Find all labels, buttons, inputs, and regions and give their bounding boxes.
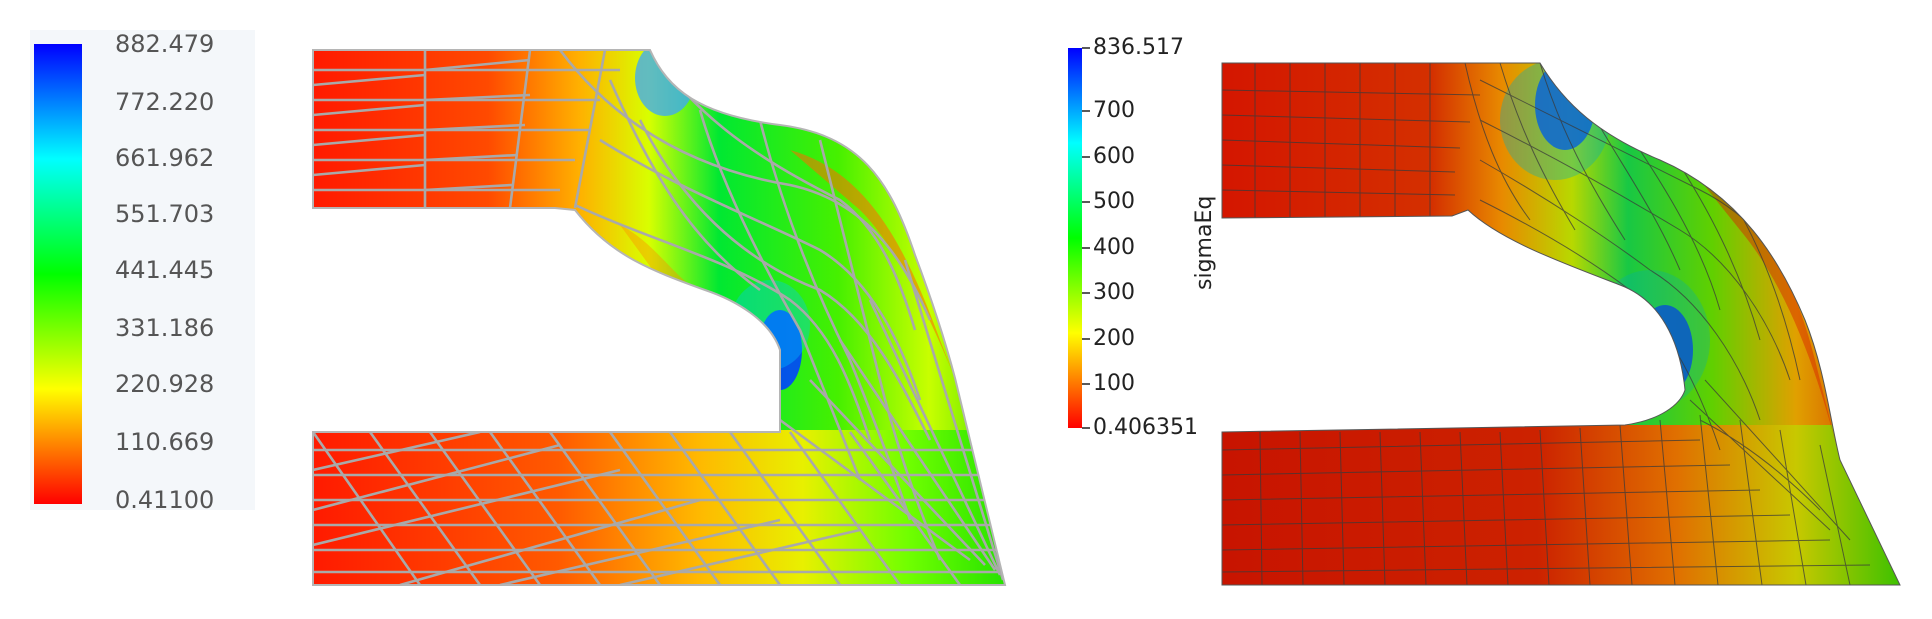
right-colorbar-tick-500: 500 xyxy=(1093,189,1135,214)
right-colorbar-min-label: 0.406351 xyxy=(1093,415,1198,440)
left-colorbar: 882.479 772.220 661.962 551.703 441.445 … xyxy=(30,30,255,514)
right-colorbar-tick-100: 100 xyxy=(1093,371,1135,396)
left-colorbar-gradient xyxy=(34,44,82,504)
right-colorbar-tick-700: 700 xyxy=(1093,98,1135,123)
left-colorbar-label-7: 220.928 xyxy=(115,370,215,398)
left-colorbar-label-3: 661.962 xyxy=(115,144,215,172)
left-colorbar-label-4: 551.703 xyxy=(115,200,215,228)
right-colorbar-tick-200: 200 xyxy=(1093,326,1135,351)
left-colorbar-label-1: 882.479 xyxy=(115,30,215,58)
left-colorbar-label-8: 110.669 xyxy=(115,428,215,456)
left-stress-mesh xyxy=(312,49,1007,586)
right-colorbar-tick-300: 300 xyxy=(1093,280,1135,305)
right-colorbar xyxy=(1068,47,1090,429)
left-colorbar-label-9: 0.41100 xyxy=(115,486,215,514)
right-stress-mesh xyxy=(1221,62,1901,586)
right-colorbar-tick-600: 600 xyxy=(1093,144,1135,169)
right-colorbar-title: sigmaEq xyxy=(1192,195,1217,290)
left-colorbar-label-6: 331.186 xyxy=(115,314,215,342)
right-colorbar-max-label: 836.517 xyxy=(1093,35,1184,60)
left-colorbar-label-5: 441.445 xyxy=(115,256,215,284)
right-colorbar-gradient xyxy=(1068,48,1082,428)
right-colorbar-tick-400: 400 xyxy=(1093,235,1135,260)
left-colorbar-label-2: 772.220 xyxy=(115,88,215,116)
